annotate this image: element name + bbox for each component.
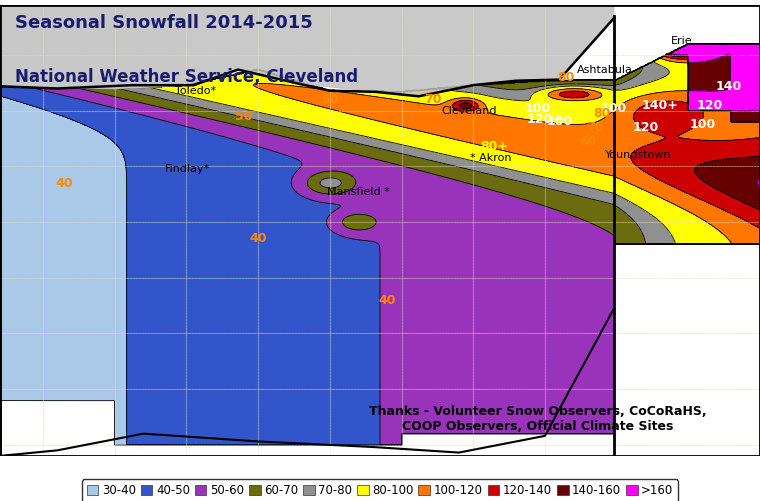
Text: 140+: 140+ <box>641 99 678 112</box>
Polygon shape <box>0 5 194 89</box>
Text: 120: 120 <box>632 121 658 134</box>
Text: 100: 100 <box>689 118 716 131</box>
Text: Findlay*: Findlay* <box>165 164 211 174</box>
Text: National Weather Service, Cleveland: National Weather Service, Cleveland <box>15 68 358 86</box>
Text: 70: 70 <box>424 93 442 106</box>
Text: 120: 120 <box>697 99 723 112</box>
Text: 40: 40 <box>378 294 396 307</box>
Text: 40: 40 <box>249 232 267 245</box>
Text: Mansfield *: Mansfield * <box>327 187 390 197</box>
Text: 140: 140 <box>715 80 742 93</box>
Text: 60: 60 <box>321 93 338 106</box>
Text: Ashtabula: Ashtabula <box>576 65 632 75</box>
Text: Toledo*: Toledo* <box>175 86 216 96</box>
Legend: 30-40, 40-50, 50-60, 60-70, 70-80, 80-100, 100-120, 120-140, 140-160, >160: 30-40, 40-50, 50-60, 60-70, 70-80, 80-10… <box>82 479 678 501</box>
Text: Seasonal Snowfall 2014-2015: Seasonal Snowfall 2014-2015 <box>15 14 313 32</box>
Text: 80: 80 <box>594 107 611 120</box>
Text: 100: 100 <box>546 115 572 128</box>
Text: * Akron: * Akron <box>470 152 511 162</box>
Text: 100: 100 <box>524 102 551 115</box>
Text: 40: 40 <box>55 177 73 190</box>
Text: Youngstown: Youngstown <box>605 150 672 160</box>
Polygon shape <box>0 5 614 96</box>
Text: 120+: 120+ <box>527 113 563 126</box>
Text: 80+: 80+ <box>481 140 508 153</box>
Text: 60: 60 <box>579 135 597 148</box>
Text: 70: 70 <box>587 121 604 134</box>
Text: 80: 80 <box>558 71 575 84</box>
Text: Thanks - Volunteer Snow Observers, CoCoRaHS,
COOP Observers, Official Climate Si: Thanks - Volunteer Snow Observers, CoCoR… <box>369 405 707 433</box>
Text: 160: 160 <box>726 47 752 60</box>
Text: Cleveland: Cleveland <box>442 106 497 116</box>
Text: Erie: Erie <box>671 36 692 46</box>
Text: 100: 100 <box>600 102 627 115</box>
Text: 50: 50 <box>235 110 252 123</box>
